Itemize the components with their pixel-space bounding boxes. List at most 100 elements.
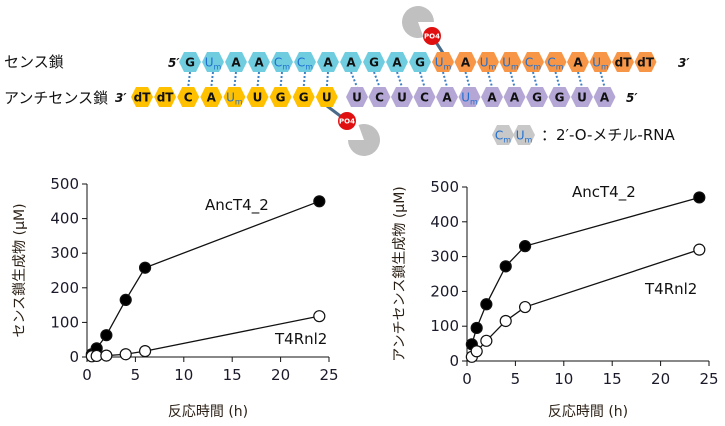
nucleotide-label: U (577, 91, 587, 105)
y-tick-label: 400 (430, 213, 459, 231)
nucleotide: Um (477, 52, 499, 72)
y-tick-label: 300 (50, 244, 79, 262)
nucleotide-label: G (299, 91, 309, 105)
nucleotide: Cm (271, 52, 293, 72)
ligase-enzyme-icon (402, 6, 434, 38)
nucleotide: A (481, 87, 503, 107)
nucleotide-label: C (375, 91, 384, 105)
hexagon-shape (544, 52, 567, 72)
hexagon-shape (492, 125, 514, 145)
nucleotide-label: G (415, 56, 425, 70)
data-point (119, 293, 132, 307)
hexagon-shape (386, 52, 408, 72)
nucleotide-label: dT (157, 91, 175, 105)
nucleotide: G (548, 87, 571, 107)
nucleotide-label: Um (480, 56, 497, 72)
sense-3-prime: 3′ (678, 56, 690, 70)
antisense-3-prime: 3′ (115, 91, 127, 105)
nucleotide-label: A (231, 56, 241, 70)
hexagon-shape (177, 87, 200, 107)
nucleotide: dT (612, 52, 634, 72)
hexagon-shape (458, 87, 481, 107)
hexagon-shape (477, 52, 499, 72)
nucleotide: C (368, 87, 391, 107)
nucleotide: A (248, 52, 270, 72)
data-point (693, 243, 706, 256)
hexagon-shape (294, 52, 316, 72)
nucleotide: Um (202, 52, 224, 72)
data-point (693, 191, 706, 204)
nucleotide-label: G (369, 56, 379, 70)
modification-legend: ：2′-O-メチル-RNA Cm Um (492, 125, 675, 145)
x-tick-label: 20 (651, 370, 670, 388)
nucleotide-label: A (573, 56, 583, 70)
nucleotide: A (503, 87, 526, 107)
antisense-strand-label: アンチセンス鎖 (4, 89, 108, 107)
nucleotide: A (386, 52, 408, 72)
hexagon-shape (432, 52, 454, 72)
hexagon-shape (271, 52, 293, 72)
y-tick-label: 300 (430, 248, 459, 266)
data-point (518, 240, 532, 253)
hexagon-shape (292, 87, 315, 107)
hexagon-shape (522, 52, 544, 72)
phosphate-label: PO4 (424, 33, 440, 41)
data-point (100, 349, 113, 362)
nucleotide-label: Um (435, 56, 452, 72)
hexagon-shape (567, 52, 589, 72)
data-point (313, 310, 326, 323)
nucleotide-label: Um (502, 56, 519, 72)
base-pair-line (233, 71, 237, 88)
hexagon-shape (269, 87, 292, 107)
hexagon-shape (634, 52, 657, 72)
ligase-enzyme-icon (348, 124, 381, 156)
nucleotide: Cm (544, 52, 567, 72)
data-point (480, 334, 493, 347)
nucleotide: dT (634, 52, 657, 72)
hexagon-shape (589, 52, 612, 72)
data-point (138, 261, 152, 274)
data-point (313, 195, 326, 208)
x-axis-title: 反応時間 (h) (168, 404, 248, 420)
hexagon-shape (340, 52, 362, 72)
hexagon-shape (179, 52, 201, 72)
nucleotide-label: U (352, 91, 362, 105)
nucleotide-label: Um (516, 129, 533, 145)
nucleotide: Um (458, 87, 481, 107)
phosphate-icon (423, 27, 441, 45)
y-tick-label: 0 (449, 352, 459, 370)
nucleotide-label: U (322, 91, 332, 105)
nucleotide-label: U (253, 91, 263, 105)
hexagon-shape (131, 87, 153, 107)
hexagon-shape (526, 87, 548, 107)
nucleotide: U (571, 87, 593, 107)
hexagon-shape (413, 87, 436, 107)
nucleotide-label: C (184, 91, 193, 105)
nucleotide: G (292, 87, 315, 107)
hexagon-shape (513, 125, 535, 145)
legend-text: ：2′-O-メチル-RNA (541, 126, 675, 144)
series-label: T4Rnl2 (644, 280, 697, 298)
nucleotide: A (436, 87, 458, 107)
series-label: AncT4_2 (205, 196, 269, 215)
x-tick-label: 0 (82, 366, 92, 384)
nucleotide-label: A (346, 56, 356, 70)
hexagon-shape (499, 52, 522, 72)
nucleotide: dT (154, 87, 177, 107)
y-tick-label: 500 (50, 175, 79, 193)
nucleotide: dT (131, 87, 153, 107)
base-pair-line (554, 71, 561, 88)
nucleotide: A (200, 87, 223, 107)
base-pair-line (487, 71, 493, 88)
x-tick-label: 0 (462, 370, 472, 388)
nucleotide: U (391, 87, 413, 107)
nucleotide: U (346, 87, 368, 107)
nucleotide-label: A (487, 91, 497, 105)
hexagon-shape (612, 52, 634, 72)
nucleotide: G (269, 87, 292, 107)
hexagon-shape (363, 52, 385, 72)
hexagon-shape (409, 52, 431, 72)
hexagon-shape (503, 87, 526, 107)
series-label: T4Rnl2 (274, 330, 327, 348)
